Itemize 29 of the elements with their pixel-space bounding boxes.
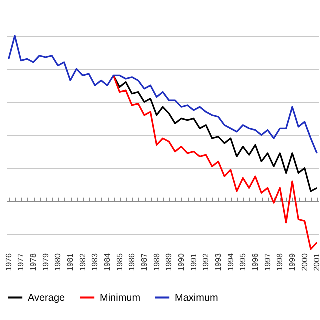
x-tick-label: 1982: [78, 252, 88, 272]
legend-label: Average: [28, 292, 66, 304]
x-tick-label: 1990: [177, 252, 186, 272]
x-tick-label: 1998: [276, 252, 285, 272]
x-tick-label: 1994: [226, 252, 236, 272]
x-tick-label: 1986: [128, 252, 137, 272]
x-tick-label: 1977: [16, 252, 26, 272]
x-tick-label: 1995: [238, 252, 248, 272]
x-tick-label: 1996: [250, 252, 260, 272]
x-tick-label: 1985: [115, 252, 124, 272]
x-tick-label: 1989: [164, 252, 174, 272]
x-tick-label: 1976: [4, 252, 14, 272]
x-tick-label: 2000: [300, 252, 310, 272]
x-tick-label: 1979: [41, 252, 50, 272]
x-tick-label: 1983: [90, 252, 100, 272]
legend-label: Minimum: [100, 292, 141, 304]
legend-label: Maximum: [175, 292, 218, 304]
x-tick-label: 1988: [152, 252, 162, 272]
x-tick-label: 1984: [103, 252, 112, 272]
x-tick-label: 1992: [202, 252, 211, 272]
x-tick-label: 1980: [54, 252, 63, 272]
x-tick-label: 1993: [214, 252, 223, 272]
x-tick-label: 1987: [140, 252, 149, 272]
x-tick-label: 1999: [288, 252, 297, 272]
x-tick-label: 1997: [263, 252, 272, 272]
x-tick-label: 1991: [189, 252, 198, 272]
x-tick-label: 1978: [29, 252, 38, 272]
x-tick-label: 2001: [312, 252, 320, 272]
x-tick-label: 1981: [66, 252, 76, 272]
